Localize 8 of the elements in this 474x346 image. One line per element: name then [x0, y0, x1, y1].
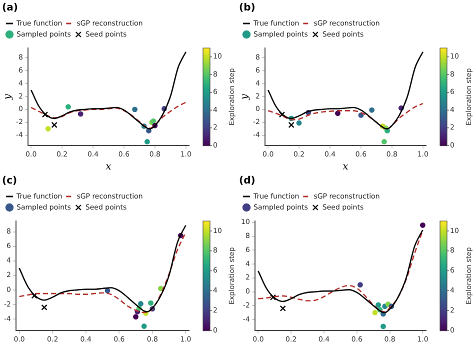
- y-axis-title: y: [240, 94, 251, 101]
- y-axis-title: y: [2, 94, 14, 101]
- chart-title: (c): [2, 176, 18, 187]
- chart-title: (d): [239, 176, 256, 187]
- x-axis-title: x: [342, 162, 349, 173]
- x-axis-title: x: [106, 162, 112, 173]
- chart-title: (a): [2, 2, 18, 14]
- chart-title: (b): [239, 2, 256, 14]
